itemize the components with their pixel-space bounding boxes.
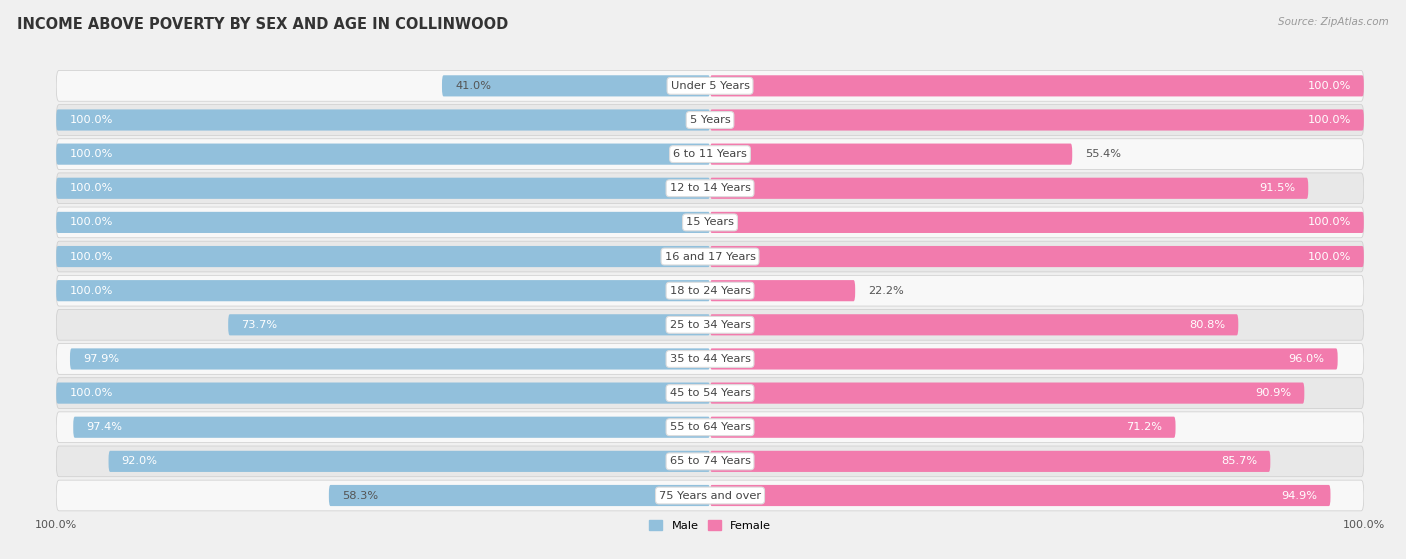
Text: 97.4%: 97.4% [86, 422, 122, 432]
Text: 22.2%: 22.2% [869, 286, 904, 296]
Text: 75 Years and over: 75 Years and over [659, 490, 761, 500]
Text: Under 5 Years: Under 5 Years [671, 81, 749, 91]
FancyBboxPatch shape [228, 314, 710, 335]
Text: 35 to 44 Years: 35 to 44 Years [669, 354, 751, 364]
Text: 45 to 54 Years: 45 to 54 Years [669, 388, 751, 398]
FancyBboxPatch shape [56, 70, 1364, 101]
Text: 25 to 34 Years: 25 to 34 Years [669, 320, 751, 330]
FancyBboxPatch shape [56, 139, 1364, 169]
Text: 41.0%: 41.0% [456, 81, 491, 91]
FancyBboxPatch shape [710, 212, 1364, 233]
FancyBboxPatch shape [710, 348, 1337, 369]
FancyBboxPatch shape [710, 451, 1271, 472]
FancyBboxPatch shape [56, 446, 1364, 477]
FancyBboxPatch shape [73, 416, 710, 438]
Text: 85.7%: 85.7% [1222, 456, 1257, 466]
FancyBboxPatch shape [329, 485, 710, 506]
FancyBboxPatch shape [56, 480, 1364, 511]
FancyBboxPatch shape [56, 246, 710, 267]
Text: 97.9%: 97.9% [83, 354, 120, 364]
Text: 55.4%: 55.4% [1085, 149, 1122, 159]
Text: 100.0%: 100.0% [69, 217, 112, 228]
Text: 92.0%: 92.0% [122, 456, 157, 466]
Text: 18 to 24 Years: 18 to 24 Years [669, 286, 751, 296]
Text: 71.2%: 71.2% [1126, 422, 1163, 432]
FancyBboxPatch shape [56, 378, 1364, 409]
FancyBboxPatch shape [56, 276, 1364, 306]
Text: INCOME ABOVE POVERTY BY SEX AND AGE IN COLLINWOOD: INCOME ABOVE POVERTY BY SEX AND AGE IN C… [17, 17, 508, 32]
FancyBboxPatch shape [56, 173, 1364, 203]
FancyBboxPatch shape [710, 75, 1364, 97]
FancyBboxPatch shape [710, 485, 1330, 506]
Text: 16 and 17 Years: 16 and 17 Years [665, 252, 755, 262]
Text: 80.8%: 80.8% [1189, 320, 1225, 330]
FancyBboxPatch shape [56, 110, 710, 131]
Text: 100.0%: 100.0% [69, 388, 112, 398]
Text: 100.0%: 100.0% [69, 252, 112, 262]
Text: 100.0%: 100.0% [1308, 217, 1351, 228]
Text: 94.9%: 94.9% [1281, 490, 1317, 500]
FancyBboxPatch shape [710, 110, 1364, 131]
FancyBboxPatch shape [710, 178, 1308, 199]
FancyBboxPatch shape [56, 144, 710, 165]
Text: 96.0%: 96.0% [1288, 354, 1324, 364]
Text: Source: ZipAtlas.com: Source: ZipAtlas.com [1278, 17, 1389, 27]
FancyBboxPatch shape [56, 310, 1364, 340]
FancyBboxPatch shape [441, 75, 710, 97]
FancyBboxPatch shape [108, 451, 710, 472]
FancyBboxPatch shape [56, 212, 710, 233]
Text: 65 to 74 Years: 65 to 74 Years [669, 456, 751, 466]
Legend: Male, Female: Male, Female [644, 515, 776, 536]
FancyBboxPatch shape [710, 382, 1305, 404]
FancyBboxPatch shape [56, 382, 710, 404]
FancyBboxPatch shape [56, 280, 710, 301]
Text: 100.0%: 100.0% [1308, 81, 1351, 91]
Text: 90.9%: 90.9% [1256, 388, 1291, 398]
FancyBboxPatch shape [710, 280, 855, 301]
FancyBboxPatch shape [56, 412, 1364, 443]
Text: 55 to 64 Years: 55 to 64 Years [669, 422, 751, 432]
FancyBboxPatch shape [710, 314, 1239, 335]
FancyBboxPatch shape [710, 416, 1175, 438]
Text: 12 to 14 Years: 12 to 14 Years [669, 183, 751, 193]
Text: 100.0%: 100.0% [69, 286, 112, 296]
FancyBboxPatch shape [56, 207, 1364, 238]
Text: 100.0%: 100.0% [1308, 252, 1351, 262]
FancyBboxPatch shape [56, 178, 710, 199]
Text: 91.5%: 91.5% [1258, 183, 1295, 193]
FancyBboxPatch shape [56, 241, 1364, 272]
FancyBboxPatch shape [70, 348, 710, 369]
FancyBboxPatch shape [710, 144, 1073, 165]
Text: 100.0%: 100.0% [69, 115, 112, 125]
Text: 73.7%: 73.7% [242, 320, 277, 330]
FancyBboxPatch shape [56, 344, 1364, 375]
FancyBboxPatch shape [710, 246, 1364, 267]
Text: 100.0%: 100.0% [69, 183, 112, 193]
Text: 58.3%: 58.3% [342, 490, 378, 500]
Text: 15 Years: 15 Years [686, 217, 734, 228]
Text: 100.0%: 100.0% [1308, 115, 1351, 125]
FancyBboxPatch shape [56, 105, 1364, 135]
Text: 6 to 11 Years: 6 to 11 Years [673, 149, 747, 159]
Text: 100.0%: 100.0% [69, 149, 112, 159]
Text: 5 Years: 5 Years [690, 115, 730, 125]
